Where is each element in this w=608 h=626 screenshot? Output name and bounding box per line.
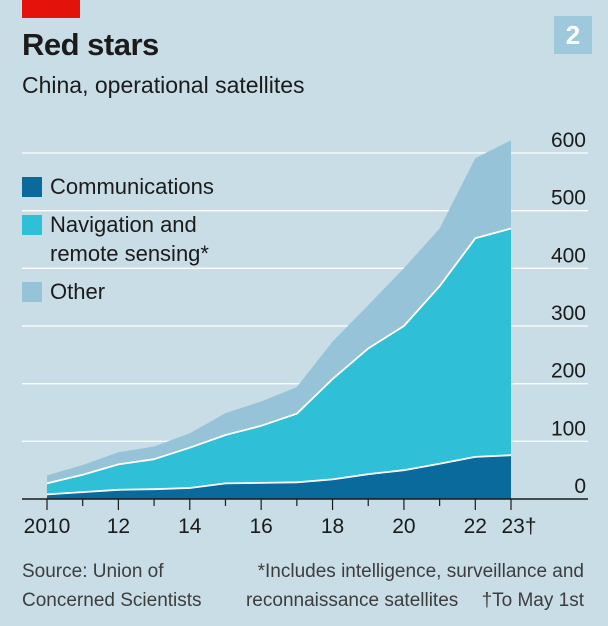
y-tick-label-500: 500 <box>551 187 586 210</box>
footnote: *Includes intelligence, surveillance and… <box>224 557 584 615</box>
area-navigation <box>47 228 511 495</box>
footnote-date-note: †To May 1st <box>481 590 584 611</box>
boundary-navigation <box>46 227 512 485</box>
x-tick-label-2016: 16 <box>249 515 272 538</box>
legend-item-navigation: Navigation and remote sensing* <box>22 210 250 268</box>
y-tick-label-200: 200 <box>551 360 586 383</box>
legend-item-other: Other <box>22 277 250 306</box>
legend: Communications Navigation and remote sen… <box>22 172 250 315</box>
series-boundaries <box>46 227 512 496</box>
y-tick-label-400: 400 <box>551 244 586 267</box>
legend-label-communications: Communications <box>50 174 214 199</box>
area-other <box>47 140 511 484</box>
y-tick-label-600: 600 <box>551 129 586 152</box>
x-tick-label-2023: 23† <box>501 515 536 538</box>
x-tick-label-2010: 2010 <box>24 515 71 538</box>
source-line-1: Source: Union of <box>22 561 164 582</box>
boundary-communications <box>46 454 512 496</box>
y-tick-labels: 0 100 200 300 400 500 600 <box>551 129 586 498</box>
x-tick-label-2018: 18 <box>321 515 344 538</box>
y-tick-label-300: 300 <box>551 302 586 325</box>
y-tick-label-100: 100 <box>551 417 586 440</box>
footnote-line-2a: reconnaissance satellites <box>245 590 459 611</box>
brand-bar <box>22 0 80 18</box>
x-tick-labels: 2010 12 14 16 18 20 22 23† <box>24 515 537 538</box>
x-tick-label-2022: 22 <box>464 515 487 538</box>
x-tick-label-2020: 20 <box>392 515 415 538</box>
source-line-2: Concerned Scientists <box>22 590 202 611</box>
series-areas <box>47 140 511 499</box>
legend-label-navigation: Navigation and remote sensing* <box>50 212 209 266</box>
legend-swatch-other <box>22 282 42 302</box>
legend-swatch-navigation <box>22 215 42 235</box>
x-tick-label-2012: 12 <box>107 515 130 538</box>
footnote-line-2: reconnaissance satellites †To May 1st <box>224 586 584 615</box>
source-note: Source: Union of Concerned Scientists <box>22 557 242 615</box>
chart-title: Red stars <box>22 27 159 62</box>
x-axis <box>22 498 588 510</box>
x-tick-label-2014: 14 <box>178 515 202 538</box>
y-tick-label-0: 0 <box>574 475 586 498</box>
chart-subtitle: China, operational satellites <box>22 72 305 98</box>
legend-label-other: Other <box>50 279 106 304</box>
legend-swatch-communications <box>22 177 42 197</box>
footnote-line-1: *Includes intelligence, surveillance and <box>257 561 584 582</box>
chart-number-badge: 2 <box>554 16 592 54</box>
area-communications <box>47 455 511 499</box>
legend-item-communications: Communications <box>22 172 250 201</box>
